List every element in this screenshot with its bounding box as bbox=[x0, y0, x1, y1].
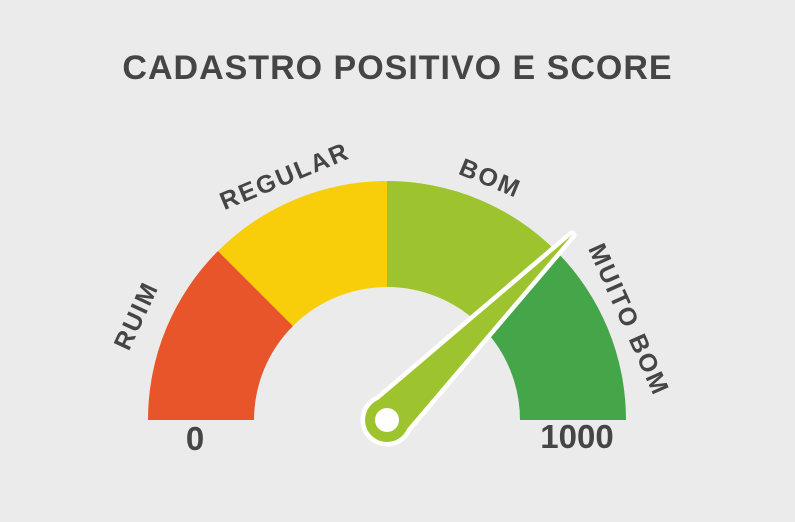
gauge-max-label: 1000 bbox=[540, 418, 614, 455]
gauge-segment-ruim bbox=[148, 251, 293, 420]
gauge-segment-regular bbox=[218, 181, 387, 326]
gauge-min-label: 0 bbox=[185, 420, 205, 457]
needle-hub-hole bbox=[375, 408, 399, 432]
gauge-needle bbox=[360, 230, 577, 447]
needle-pointer bbox=[372, 235, 572, 435]
chart-title: CADASTRO POSITIVO E SCORE bbox=[122, 49, 673, 87]
